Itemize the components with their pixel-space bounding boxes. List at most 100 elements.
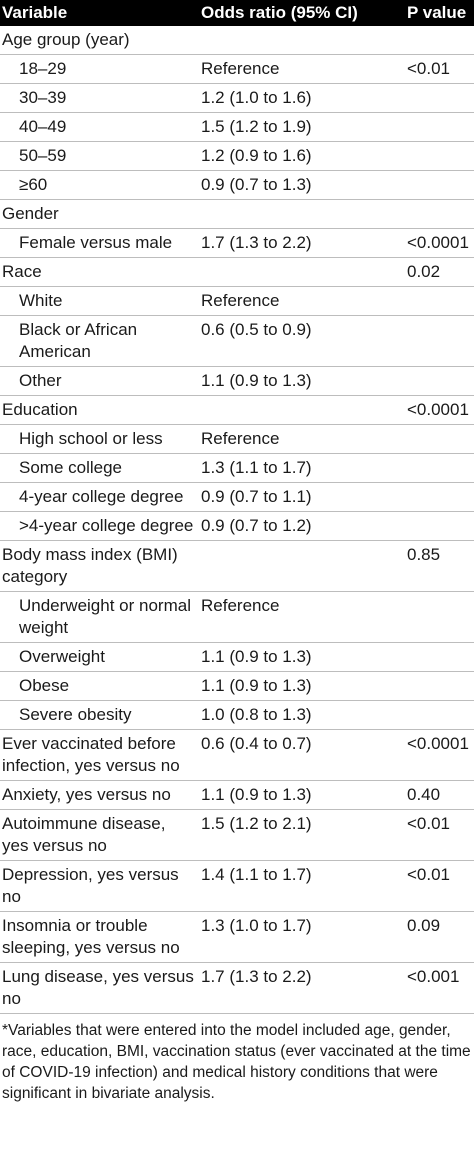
row-odds-ratio: 1.1 (0.9 to 1.3) [198,642,404,672]
row-p-value [404,315,474,367]
row-variable: Underweight or normal weight [0,591,198,643]
row-p-value [404,591,474,643]
row-variable: Obese [0,671,198,701]
row-odds-ratio: 0.9 (0.7 to 1.1) [198,482,404,512]
row-p-value: <0.01 [404,809,474,861]
row-p-value: 0.85 [404,540,474,592]
row-p-value [404,671,474,701]
row-p-value [404,700,474,730]
row-odds-ratio: 1.7 (1.3 to 2.2) [198,228,404,258]
table-row: 40–49 1.5 (1.2 to 1.9) [0,112,474,142]
table-row: Race 0.02 [0,257,474,287]
row-variable: Gender [0,199,198,229]
table-footnote: *Variables that were entered into the mo… [2,1022,471,1102]
row-odds-ratio [198,199,404,229]
row-odds-ratio: 1.2 (0.9 to 1.6) [198,141,404,171]
row-p-value: 0.02 [404,257,474,287]
row-odds-ratio: 0.6 (0.4 to 0.7) [198,729,404,781]
row-odds-ratio: 1.1 (0.9 to 1.3) [198,366,404,396]
row-p-value: <0.01 [404,54,474,84]
table-row: Body mass index (BMI) category 0.85 [0,540,474,592]
row-odds-ratio: 1.3 (1.1 to 1.7) [198,453,404,483]
table-row: Female versus male 1.7 (1.3 to 2.2) <0.000… [0,228,474,258]
table-row: Depression, yes versus no 1.4 (1.1 to 1.7… [0,860,474,912]
odds-ratio-table: Variable Odds ratio (95% CI) P value Age… [0,0,474,1014]
row-odds-ratio: Reference [198,286,404,316]
row-p-value: 0.09 [404,911,474,963]
row-p-value [404,424,474,454]
row-variable: Age group (year) [0,26,198,55]
row-p-value [404,112,474,142]
table-row: Some college 1.3 (1.1 to 1.7) [0,453,474,483]
header-odds-ratio: Odds ratio (95% CI) [198,0,404,26]
row-variable: Race [0,257,198,287]
row-variable: Severe obesity [0,700,198,730]
row-odds-ratio: 1.7 (1.3 to 2.2) [198,962,404,1014]
row-p-value: <0.001 [404,962,474,1014]
table-row: Insomnia or trouble sleeping, yes versus… [0,911,474,963]
row-p-value: <0.01 [404,860,474,912]
row-p-value: 0.40 [404,780,474,810]
table-row: 18–29 Reference <0.01 [0,54,474,84]
row-odds-ratio [198,257,404,287]
table-row: Black or African American 0.6 (0.5 to 0.9… [0,315,474,367]
row-odds-ratio: 0.9 (0.7 to 1.3) [198,170,404,200]
row-p-value: <0.0001 [404,228,474,258]
table-row: Lung disease, yes versus no 1.7 (1.3 to 2… [0,962,474,1014]
row-variable: 4-year college degree [0,482,198,512]
row-odds-ratio: 1.1 (0.9 to 1.3) [198,780,404,810]
row-p-value [404,141,474,171]
row-p-value [404,642,474,672]
row-odds-ratio: 1.5 (1.2 to 2.1) [198,809,404,861]
table-body: Age group (year) 18–29 Reference <0.01 30–39… [0,26,474,1014]
row-variable: Overweight [0,642,198,672]
table-row: Gender [0,199,474,229]
row-variable: Depression, yes versus no [0,860,198,912]
row-variable: Education [0,395,198,425]
row-variable: Some college [0,453,198,483]
row-odds-ratio: 1.2 (1.0 to 1.6) [198,83,404,113]
table-row: Other 1.1 (0.9 to 1.3) [0,366,474,396]
row-odds-ratio [198,26,404,55]
row-p-value [404,366,474,396]
table-row: 30–39 1.2 (1.0 to 1.6) [0,83,474,113]
table-row: White Reference [0,286,474,316]
row-variable: 30–39 [0,83,198,113]
table-row: Education <0.0001 [0,395,474,425]
row-odds-ratio: 1.1 (0.9 to 1.3) [198,671,404,701]
row-odds-ratio [198,395,404,425]
row-odds-ratio: 0.6 (0.5 to 0.9) [198,315,404,367]
table-header-row: Variable Odds ratio (95% CI) P value [0,0,474,26]
table-row: Severe obesity 1.0 (0.8 to 1.3) [0,700,474,730]
row-p-value [404,199,474,229]
table-row: >4-year college degree 0.9 (0.7 to 1.2) [0,511,474,541]
table-row: Age group (year) [0,26,474,55]
row-p-value [404,286,474,316]
row-odds-ratio: Reference [198,54,404,84]
row-odds-ratio: 1.4 (1.1 to 1.7) [198,860,404,912]
table-row: Ever vaccinated before infection, yes ve… [0,729,474,781]
table-row: High school or less Reference [0,424,474,454]
row-p-value [404,453,474,483]
row-variable: Other [0,366,198,396]
table-row: 4-year college degree 0.9 (0.7 to 1.1) [0,482,474,512]
row-odds-ratio: Reference [198,424,404,454]
table-row: Anxiety, yes versus no 1.1 (0.9 to 1.3) 0.… [0,780,474,810]
row-variable: Lung disease, yes versus no [0,962,198,1014]
row-odds-ratio: 0.9 (0.7 to 1.2) [198,511,404,541]
row-variable: 40–49 [0,112,198,142]
row-variable: High school or less [0,424,198,454]
row-variable: Autoimmune disease, yes versus no [0,809,198,861]
row-odds-ratio: 1.3 (1.0 to 1.7) [198,911,404,963]
row-p-value: <0.0001 [404,729,474,781]
header-variable: Variable [0,0,198,26]
table-row: Obese 1.1 (0.9 to 1.3) [0,671,474,701]
row-variable: Body mass index (BMI) category [0,540,198,592]
row-p-value [404,511,474,541]
row-p-value [404,482,474,512]
header-p-value: P value [404,0,474,26]
row-p-value: <0.0001 [404,395,474,425]
table-row: ≥60 0.9 (0.7 to 1.3) [0,170,474,200]
table-row: 50–59 1.2 (0.9 to 1.6) [0,141,474,171]
row-variable: Female versus male [0,228,198,258]
